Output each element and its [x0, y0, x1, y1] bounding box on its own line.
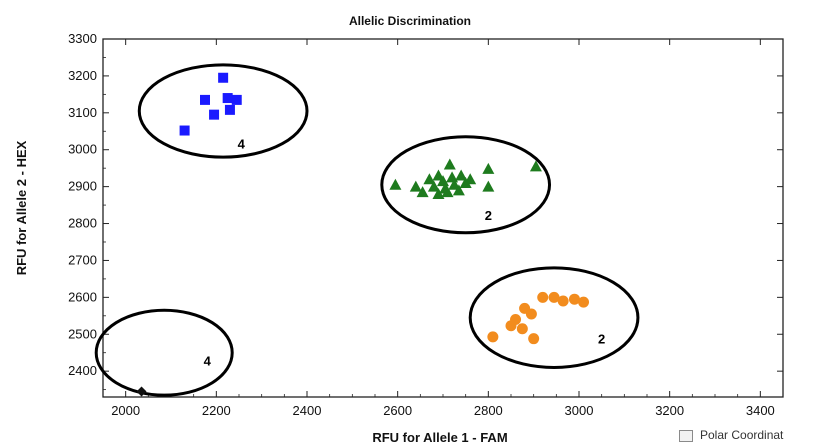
y-tick-label: 3200	[68, 68, 97, 83]
x-tick-label: 3400	[746, 403, 775, 418]
x-tick-label: 2600	[383, 403, 412, 418]
x-tick-label: 3000	[565, 403, 594, 418]
data-point-circle	[526, 308, 537, 319]
data-point-square	[209, 110, 219, 120]
cluster-call-mark: 4	[238, 137, 246, 152]
data-point-square	[200, 95, 210, 105]
x-tick-label: 3200	[655, 403, 684, 418]
data-point-square	[223, 93, 233, 103]
y-axis-title: RFU for Allele 2 - HEX	[14, 140, 29, 275]
data-point-circle	[578, 297, 589, 308]
y-tick-label: 2700	[68, 252, 97, 267]
chart-title: Allelic Discrimination	[349, 14, 471, 28]
data-point-square	[225, 105, 235, 115]
y-tick-label: 2800	[68, 216, 97, 231]
cluster-call-mark: 2	[485, 208, 492, 223]
polar-coordinates-label: Polar Coordinat	[700, 428, 783, 442]
data-point-circle	[510, 314, 521, 325]
data-point-square	[180, 126, 190, 136]
plot-frame	[103, 39, 783, 397]
x-tick-label: 2000	[111, 403, 140, 418]
data-point-circle	[537, 292, 548, 303]
x-tick-label: 2400	[293, 403, 322, 418]
plot-area	[103, 39, 783, 397]
cluster-call-mark: 4	[204, 354, 212, 369]
y-tick-label: 3300	[68, 31, 97, 46]
y-tick-label: 2400	[68, 363, 97, 378]
data-point-circle	[487, 331, 498, 342]
data-point-circle	[558, 296, 569, 307]
x-axis-title: RFU for Allele 1 - FAM	[372, 430, 507, 445]
data-point-circle	[517, 323, 528, 334]
cluster-call-mark: 2	[598, 331, 605, 346]
x-tick-label: 2200	[202, 403, 231, 418]
data-point-square	[232, 95, 242, 105]
data-point-circle	[528, 333, 539, 344]
polar-coordinates-checkbox[interactable]	[679, 430, 693, 442]
y-tick-label: 2900	[68, 179, 97, 194]
x-tick-label: 2800	[474, 403, 503, 418]
y-tick-label: 2500	[68, 326, 97, 341]
y-tick-label: 2600	[68, 289, 97, 304]
y-tick-label: 3000	[68, 142, 97, 157]
y-tick-label: 3100	[68, 105, 97, 120]
data-point-square	[218, 73, 228, 83]
